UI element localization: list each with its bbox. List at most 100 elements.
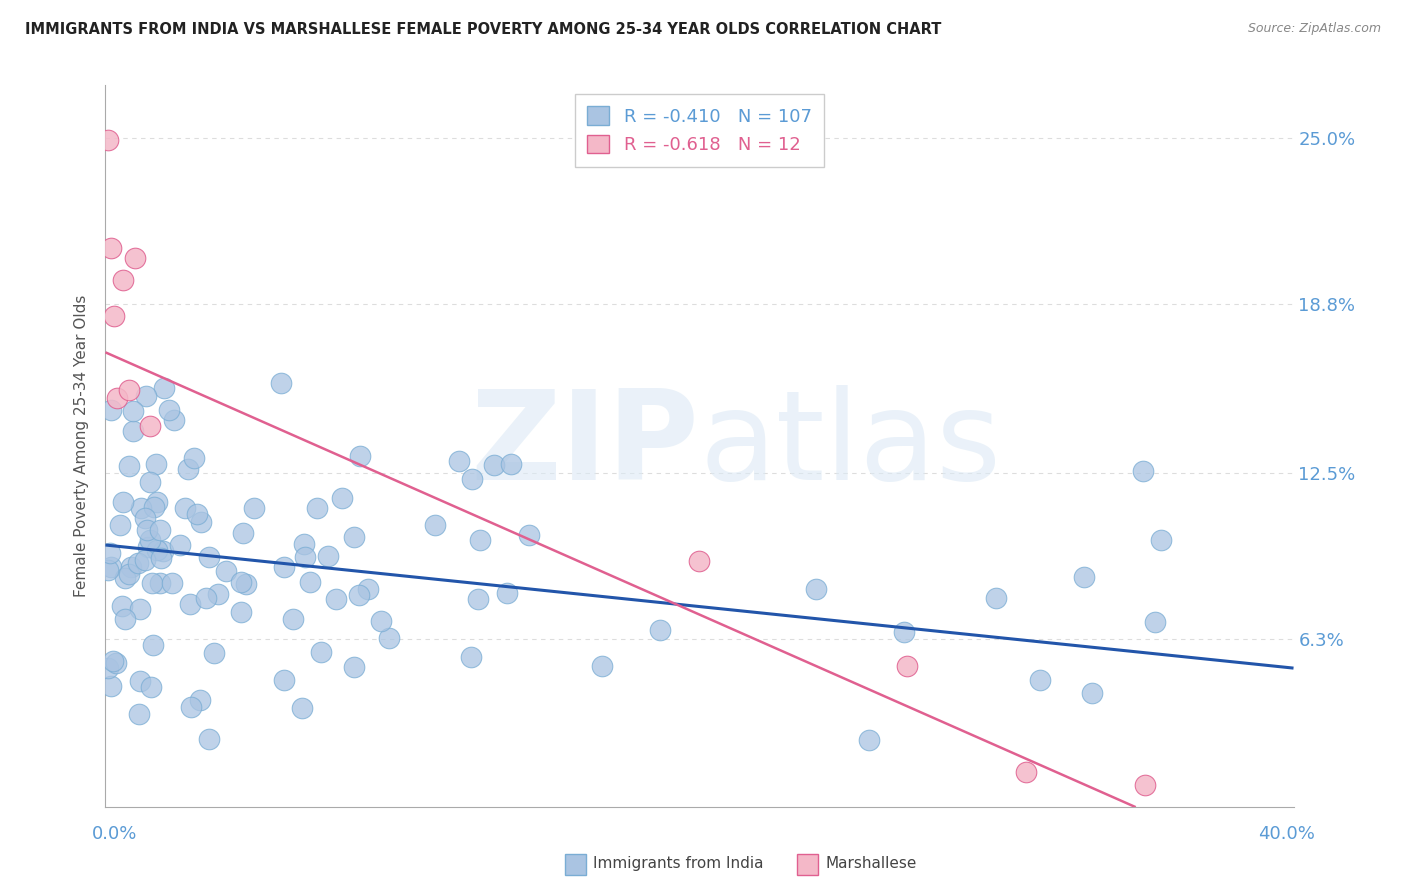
Point [1015, 765, 1038, 780]
Point [118, 566, 141, 581]
Point [332, 491, 354, 505]
Point [689, 554, 711, 568]
Point [499, 457, 522, 471]
Point [270, 376, 292, 390]
Point [105, 391, 128, 405]
Point [139, 680, 162, 694]
Point [423, 518, 446, 533]
Point [447, 454, 470, 468]
Point [139, 418, 162, 433]
Point [316, 549, 339, 563]
Text: 0.0%: 0.0% [91, 825, 136, 843]
Point [157, 402, 180, 417]
Point [309, 645, 332, 659]
Point [349, 449, 371, 463]
Point [153, 381, 176, 395]
Point [231, 574, 253, 589]
Point [146, 495, 169, 509]
Point [188, 692, 211, 706]
Text: 40.0%: 40.0% [1258, 825, 1315, 843]
Point [97, 563, 120, 577]
Point [1150, 533, 1173, 547]
Point [460, 650, 482, 665]
Point [100, 403, 122, 417]
Point [152, 543, 174, 558]
Point [357, 582, 380, 597]
Text: IMMIGRANTS FROM INDIA VS MARSHALLESE FEMALE POVERTY AMONG 25-34 YEAR OLDS CORREL: IMMIGRANTS FROM INDIA VS MARSHALLESE FEM… [25, 22, 942, 37]
Point [190, 515, 212, 529]
Point [467, 592, 489, 607]
Point [370, 614, 392, 628]
Point [142, 638, 165, 652]
Point [229, 605, 252, 619]
Point [804, 582, 827, 596]
Point [197, 732, 219, 747]
Point [110, 517, 132, 532]
Point [134, 553, 156, 567]
Point [1132, 464, 1154, 478]
Point [343, 659, 366, 673]
Point [162, 412, 184, 426]
Text: Source: ZipAtlas.com: Source: ZipAtlas.com [1247, 22, 1381, 36]
Text: atlas: atlas [700, 385, 1001, 507]
Point [378, 631, 401, 645]
Point [461, 472, 484, 486]
Point [136, 540, 159, 554]
Point [207, 587, 229, 601]
Point [495, 585, 517, 599]
Point [101, 654, 124, 668]
Point [281, 611, 304, 625]
Point [114, 611, 136, 625]
Point [517, 527, 540, 541]
Point [124, 252, 146, 266]
Point [122, 404, 145, 418]
Point [183, 451, 205, 466]
Point [215, 564, 238, 578]
Legend: R = -0.410   N = 107, R = -0.618   N = 12: R = -0.410 N = 107, R = -0.618 N = 12 [575, 94, 824, 167]
Point [98, 546, 121, 560]
Point [129, 674, 152, 689]
Point [232, 525, 254, 540]
Point [105, 656, 128, 670]
Point [1080, 686, 1102, 700]
Point [292, 536, 315, 550]
Point [1073, 569, 1095, 583]
Point [112, 273, 135, 287]
Point [169, 538, 191, 552]
Point [128, 602, 150, 616]
Point [198, 549, 221, 564]
Point [103, 309, 125, 323]
Point [299, 574, 322, 589]
Point [896, 659, 918, 673]
Point [118, 458, 141, 473]
Point [135, 523, 157, 537]
Point [484, 458, 506, 472]
Point [97, 661, 120, 675]
Point [135, 389, 157, 403]
Point [591, 659, 613, 673]
Point [1133, 777, 1156, 792]
Text: ZIP: ZIP [471, 385, 700, 507]
Y-axis label: Female Poverty Among 25-34 Year Olds: Female Poverty Among 25-34 Year Olds [75, 295, 90, 597]
Point [986, 591, 1008, 606]
Point [194, 591, 217, 605]
Point [650, 623, 672, 637]
Point [305, 500, 328, 515]
Point [142, 500, 165, 514]
Text: Immigrants from India: Immigrants from India [593, 856, 763, 871]
Point [100, 680, 122, 694]
Point [468, 533, 491, 547]
Point [160, 575, 183, 590]
Point [120, 560, 142, 574]
Point [1029, 673, 1052, 687]
Point [129, 501, 152, 516]
Point [97, 132, 120, 146]
Point [202, 646, 225, 660]
Point [149, 551, 172, 566]
Point [118, 383, 141, 397]
Point [174, 500, 197, 515]
Point [180, 699, 202, 714]
Point [127, 556, 149, 570]
Point [139, 475, 162, 490]
Point [325, 591, 347, 606]
